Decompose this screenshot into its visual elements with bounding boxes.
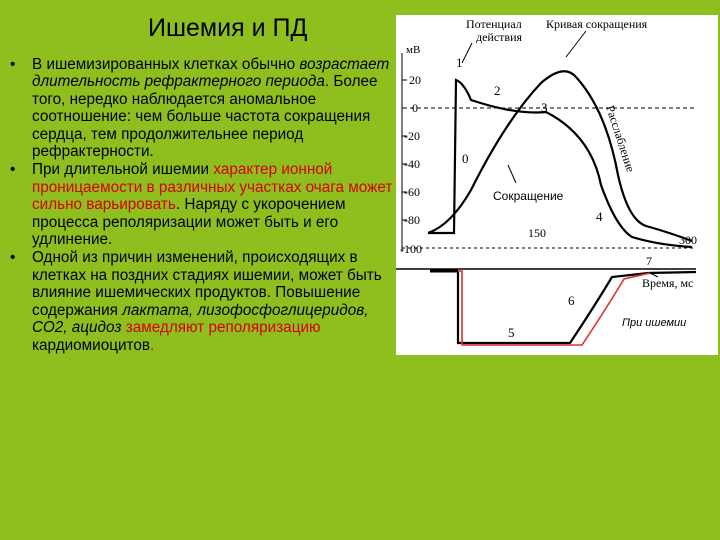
bullet-dot: •: [10, 249, 16, 267]
bullet-item: • В ишемизированных клетках обычно возра…: [8, 56, 396, 160]
bullet-dot: •: [10, 161, 16, 179]
action-potential-figure: мВ 20 0 -20 -40 -60 -80 -100 Потенциал д…: [396, 15, 718, 355]
time-axis-label: Время, мс: [642, 276, 693, 290]
action-label: действия: [476, 30, 523, 44]
phase-number: 1: [456, 55, 463, 70]
contraction-label: Сокращение: [493, 189, 564, 203]
phase-number: 5: [508, 325, 515, 340]
pointer-line: [507, 164, 517, 184]
bullet-text-highlight: .: [150, 336, 155, 354]
y-tick-label: -60: [404, 185, 420, 199]
ischemia-label: При ишемии: [622, 317, 686, 329]
bullet-dot: •: [10, 56, 16, 73]
action-potential-curve: [428, 78, 693, 249]
y-tick-label: -80: [404, 213, 420, 227]
bullet-text-highlight: характер ионной проницаемости в различны…: [32, 161, 393, 214]
y-tick-label: 20: [409, 73, 421, 87]
bullet-text: . Более того, нередко наблюдается аномал…: [32, 73, 378, 161]
bullet-text: В ишемизированных клетках обычно: [32, 56, 300, 73]
bullet-text: кардиомиоцитов: [32, 336, 151, 354]
phase-number: 7: [646, 254, 652, 268]
y-tick-label: 0: [412, 101, 418, 115]
pointer-line: [565, 30, 587, 58]
contraction-curve: [427, 70, 693, 243]
bullet-item: • Одной из причин изменений, происходящи…: [8, 249, 396, 353]
phase-number: 4: [596, 209, 603, 224]
ischemia-curve: [458, 270, 651, 346]
pointer-line: [461, 42, 473, 64]
bullet-text-highlight: замедляют реполяризацию: [125, 319, 321, 337]
time-300-label: 300: [679, 233, 697, 247]
potential-label: Потенциал: [466, 17, 522, 31]
bullet-item: • При длительной ишемии характер ионной …: [8, 161, 396, 248]
contraction-curve-label: Кривая сокращения: [546, 17, 648, 31]
y-tick-label: -100: [400, 242, 422, 256]
bullet-text: При длительной ишемии: [32, 161, 214, 179]
bullet-list: • В ишемизированных клетках обычно возра…: [8, 56, 396, 355]
bullet-text: Одной из причин изменений, происходящих …: [32, 249, 382, 319]
slide-title: Ишемия и ПД: [148, 14, 308, 42]
time-150-label: 150: [528, 226, 546, 240]
bullet-text-italic: возрастает длительность рефрактерного пе…: [32, 56, 390, 91]
y-tick-label: -40: [404, 157, 420, 171]
phase-number: 0: [462, 151, 469, 166]
phase-number: 6: [568, 293, 575, 308]
action-potential-diagram: мВ 20 0 -20 -40 -60 -80 -100 Потенциал д…: [396, 17, 697, 346]
bullet-text-italic: лактата, лизофосфоглицеридов, СО2, ацидо…: [32, 301, 369, 337]
phase-number: 3: [541, 100, 548, 115]
bullet-text: . Наряду с укорочением процесса реполяри…: [32, 196, 346, 249]
excitability-curve: [456, 270, 697, 345]
y-tick-label: -20: [404, 129, 420, 143]
phase-number: 2: [494, 83, 501, 98]
y-unit-label: мВ: [406, 44, 420, 56]
pointer-line: [649, 272, 659, 278]
